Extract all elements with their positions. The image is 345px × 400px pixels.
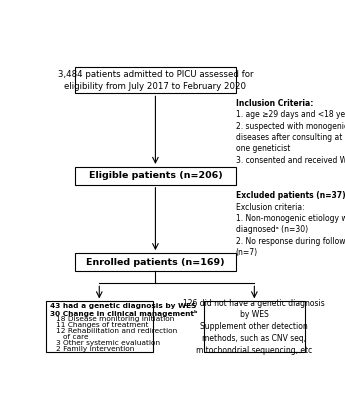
Text: one geneticist: one geneticist	[236, 144, 290, 154]
Text: 1. age ≥29 days and <18 years: 1. age ≥29 days and <18 years	[236, 110, 345, 119]
Text: 18 Disease monitoring initiation: 18 Disease monitoring initiation	[57, 316, 175, 322]
Text: 3,484 patients admitted to PICU assessed for
eligibility from July 2017 to Febru: 3,484 patients admitted to PICU assessed…	[58, 70, 253, 90]
Text: diseases after consulting at least: diseases after consulting at least	[236, 133, 345, 142]
Text: 43 had a genetic diagnosis by WES: 43 had a genetic diagnosis by WES	[50, 304, 196, 310]
Text: 2. suspected with monogenic: 2. suspected with monogenic	[236, 122, 345, 131]
Text: 30 Change in clinical managementᵇ: 30 Change in clinical managementᵇ	[50, 310, 197, 316]
Text: Excluded patients (n=37): Excluded patients (n=37)	[236, 191, 345, 200]
Text: 3 Other systemic evaluation: 3 Other systemic evaluation	[57, 340, 161, 346]
Text: Inclusion Criteria:: Inclusion Criteria:	[236, 99, 313, 108]
Text: of care: of care	[63, 334, 89, 340]
Text: 1. Non-monogenic etiology was: 1. Non-monogenic etiology was	[236, 214, 345, 223]
Text: diagnosedᵃ (n=30): diagnosedᵃ (n=30)	[236, 226, 308, 234]
Text: (n=7): (n=7)	[236, 248, 258, 257]
FancyBboxPatch shape	[204, 301, 305, 352]
Text: 11 Changes of treatment: 11 Changes of treatment	[57, 322, 149, 328]
FancyBboxPatch shape	[75, 67, 236, 94]
Text: 2 Family intervention: 2 Family intervention	[57, 346, 135, 352]
Text: Enrolled patients (n=169): Enrolled patients (n=169)	[86, 258, 225, 266]
FancyBboxPatch shape	[75, 167, 236, 185]
Text: 126 did not have a genetic diagnosis
by WES
Supplement other detection
methods, : 126 did not have a genetic diagnosis by …	[184, 299, 325, 355]
FancyBboxPatch shape	[46, 301, 153, 352]
FancyBboxPatch shape	[75, 253, 236, 271]
Text: 12 Rehabilitation and redirection: 12 Rehabilitation and redirection	[57, 328, 178, 334]
Text: 3. consented and received WES: 3. consented and received WES	[236, 156, 345, 165]
Text: 2. No response during follow-up: 2. No response during follow-up	[236, 237, 345, 246]
Text: Eligible patients (n=206): Eligible patients (n=206)	[89, 171, 222, 180]
Text: Exclusion criteria:: Exclusion criteria:	[236, 203, 304, 212]
